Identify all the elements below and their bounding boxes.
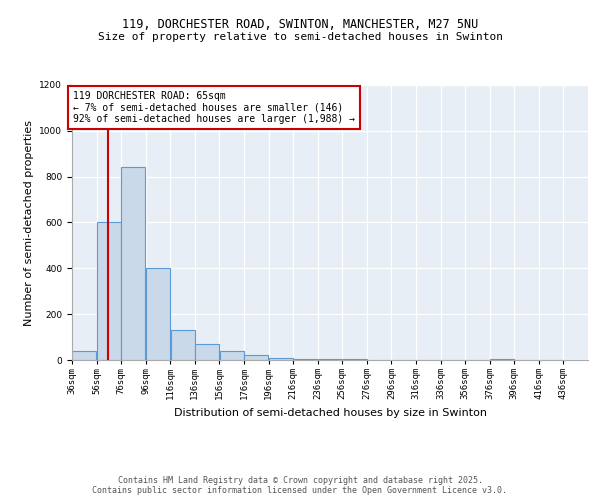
X-axis label: Distribution of semi-detached houses by size in Swinton: Distribution of semi-detached houses by … [173, 408, 487, 418]
Text: 119, DORCHESTER ROAD, SWINTON, MANCHESTER, M27 5NU: 119, DORCHESTER ROAD, SWINTON, MANCHESTE… [122, 18, 478, 30]
Y-axis label: Number of semi-detached properties: Number of semi-detached properties [24, 120, 34, 326]
Bar [121, 168, 145, 360]
Bar [170, 330, 194, 360]
Bar [318, 359, 342, 360]
Bar [293, 359, 317, 360]
Bar [73, 351, 96, 360]
Text: Size of property relative to semi-detached houses in Swinton: Size of property relative to semi-detach… [97, 32, 503, 42]
Bar [195, 344, 219, 360]
Text: Contains HM Land Registry data © Crown copyright and database right 2025.
Contai: Contains HM Land Registry data © Crown c… [92, 476, 508, 495]
Bar [244, 356, 268, 360]
Bar [97, 222, 121, 360]
Bar [220, 351, 244, 360]
Bar [146, 268, 170, 360]
Bar [490, 359, 514, 360]
Bar [269, 358, 293, 360]
Text: 119 DORCHESTER ROAD: 65sqm
← 7% of semi-detached houses are smaller (146)
92% of: 119 DORCHESTER ROAD: 65sqm ← 7% of semi-… [73, 90, 355, 124]
